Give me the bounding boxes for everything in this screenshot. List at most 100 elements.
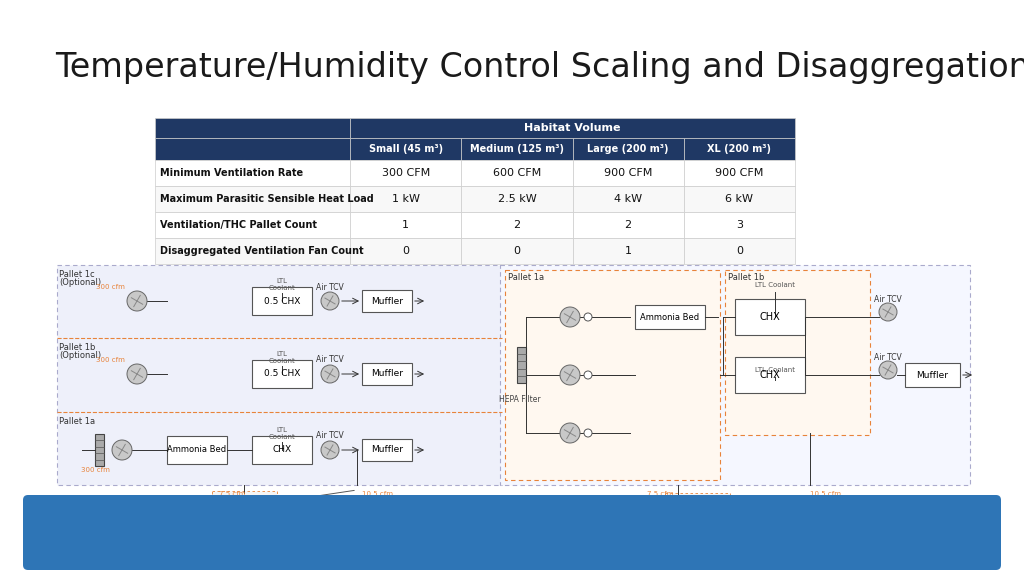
- FancyBboxPatch shape: [23, 495, 1001, 570]
- Text: 1: 1: [625, 246, 632, 256]
- Bar: [735, 299, 805, 335]
- Text: CHX: CHX: [760, 312, 780, 322]
- Text: Muffler: Muffler: [371, 445, 403, 454]
- FancyBboxPatch shape: [500, 265, 970, 485]
- Text: Muffler: Muffler: [371, 297, 403, 305]
- Circle shape: [584, 313, 592, 321]
- Text: Ammonia Bed: Ammonia Bed: [168, 445, 226, 454]
- Bar: [362, 363, 412, 385]
- Text: CHX: CHX: [272, 445, 292, 454]
- Text: Coolant: Coolant: [268, 358, 295, 364]
- Bar: [350, 186, 461, 212]
- Text: LTL: LTL: [276, 351, 288, 357]
- Text: 6 kW: 6 kW: [725, 194, 754, 204]
- Text: XL (200 m³): XL (200 m³): [708, 144, 771, 154]
- Bar: [670, 495, 725, 515]
- Text: 0: 0: [402, 246, 410, 256]
- Circle shape: [879, 361, 897, 379]
- Bar: [635, 305, 705, 329]
- Bar: [362, 439, 412, 461]
- Text: (Optional): (Optional): [59, 278, 101, 287]
- Bar: [350, 212, 461, 238]
- Bar: [665, 531, 730, 555]
- Bar: [461, 160, 572, 186]
- Bar: [572, 138, 684, 160]
- Bar: [665, 493, 730, 517]
- Text: Medium (125 m³): Medium (125 m³): [470, 144, 564, 154]
- Text: Ammonia Bed: Ammonia Bed: [640, 313, 699, 321]
- Bar: [461, 186, 572, 212]
- Bar: [670, 533, 725, 553]
- Text: 30 cfm: 30 cfm: [80, 518, 104, 524]
- Text: Pallet 2: Pallet 2: [227, 539, 261, 548]
- Text: LTL Coolant: LTL Coolant: [755, 367, 795, 373]
- Text: Temperature/Humidity Control Scaling and Disaggregation: Temperature/Humidity Control Scaling and…: [55, 51, 1024, 85]
- Bar: [252, 360, 312, 388]
- Text: Muffler: Muffler: [371, 369, 403, 378]
- Text: Pallet 1a: Pallet 1a: [59, 417, 95, 426]
- Text: 300 cfm: 300 cfm: [95, 284, 125, 290]
- Circle shape: [321, 441, 339, 459]
- Bar: [155, 118, 350, 138]
- Text: Disaggregated Ventilation Fan Count: Disaggregated Ventilation Fan Count: [160, 246, 364, 256]
- Bar: [461, 138, 572, 160]
- Text: Palletization enables scaling of temperature / humidity control capability to ma: Palletization enables scaling of tempera…: [49, 513, 975, 552]
- Text: Muffler: Muffler: [916, 370, 948, 380]
- Bar: [95, 434, 104, 466]
- Text: Small (45 m³): Small (45 m³): [369, 144, 442, 154]
- Circle shape: [584, 371, 592, 379]
- Text: 600 CFM: 600 CFM: [493, 168, 541, 178]
- Text: 300 cfm: 300 cfm: [95, 357, 125, 363]
- Text: 7.5 cfm: 7.5 cfm: [647, 491, 673, 497]
- Bar: [155, 212, 350, 238]
- Text: Coolant: Coolant: [268, 285, 295, 291]
- Text: Pallet 3: Pallet 3: [227, 498, 261, 507]
- Text: Pallet 3: Pallet 3: [681, 501, 715, 510]
- Bar: [350, 118, 795, 138]
- Text: 10.5 cfm: 10.5 cfm: [361, 491, 392, 497]
- Circle shape: [560, 365, 580, 385]
- Bar: [684, 238, 795, 264]
- Circle shape: [127, 291, 147, 311]
- Text: 900 CFM: 900 CFM: [715, 168, 764, 178]
- Bar: [572, 212, 684, 238]
- Text: 1: 1: [402, 220, 410, 230]
- Bar: [684, 138, 795, 160]
- Text: 2: 2: [513, 220, 520, 230]
- Text: 10.5 cfm: 10.5 cfm: [810, 491, 841, 497]
- Bar: [252, 436, 312, 464]
- Bar: [684, 186, 795, 212]
- Bar: [362, 290, 412, 312]
- Bar: [217, 493, 272, 513]
- Bar: [155, 160, 350, 186]
- Text: Ventilation/THC Pallet Count: Ventilation/THC Pallet Count: [160, 220, 317, 230]
- Text: 0.5 CHX: 0.5 CHX: [264, 369, 300, 378]
- Bar: [350, 238, 461, 264]
- Text: Maximum Parasitic Sensible Heat Load: Maximum Parasitic Sensible Heat Load: [160, 194, 374, 204]
- Text: 2: 2: [625, 220, 632, 230]
- Bar: [461, 238, 572, 264]
- Bar: [252, 287, 312, 315]
- FancyBboxPatch shape: [57, 265, 502, 485]
- Text: 4 kW: 4 kW: [614, 194, 642, 204]
- Bar: [350, 138, 461, 160]
- Text: Pallet 1b: Pallet 1b: [728, 273, 764, 282]
- Bar: [905, 363, 961, 387]
- Text: 300 cfm: 300 cfm: [81, 467, 110, 473]
- Text: 300 CFM: 300 CFM: [382, 168, 430, 178]
- Bar: [212, 531, 278, 555]
- Circle shape: [321, 365, 339, 383]
- Text: 3: 3: [736, 220, 742, 230]
- Text: 7.5 cfm: 7.5 cfm: [219, 491, 246, 497]
- Text: 0: 0: [513, 246, 520, 256]
- Text: Pallet 1a: Pallet 1a: [508, 273, 544, 282]
- Bar: [155, 186, 350, 212]
- Text: Pallet 1b: Pallet 1b: [59, 343, 95, 352]
- Text: 0: 0: [736, 246, 742, 256]
- Text: CHX: CHX: [760, 370, 780, 380]
- Bar: [505, 270, 720, 480]
- Text: Air TCV: Air TCV: [316, 355, 344, 365]
- Bar: [684, 212, 795, 238]
- Text: Large (200 m³): Large (200 m³): [588, 144, 669, 154]
- Bar: [684, 160, 795, 186]
